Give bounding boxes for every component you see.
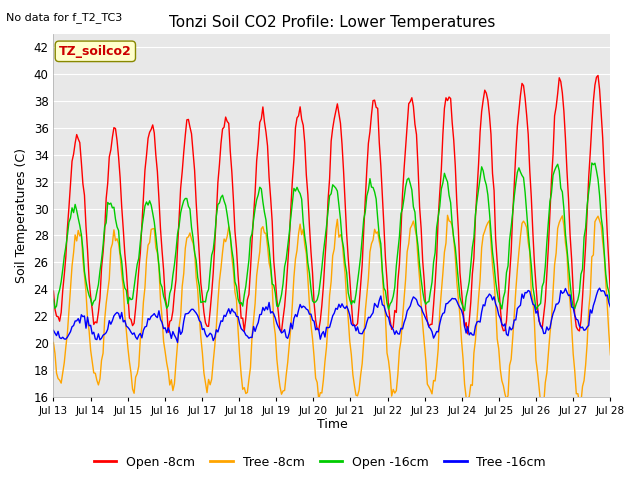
Title: Tonzi Soil CO2 Profile: Lower Temperatures: Tonzi Soil CO2 Profile: Lower Temperatur…	[169, 15, 495, 30]
Y-axis label: Soil Temperatures (C): Soil Temperatures (C)	[15, 148, 28, 283]
Text: No data for f_T2_TC3: No data for f_T2_TC3	[6, 12, 123, 23]
X-axis label: Time: Time	[317, 419, 348, 432]
Legend: Open -8cm, Tree -8cm, Open -16cm, Tree -16cm: Open -8cm, Tree -8cm, Open -16cm, Tree -…	[89, 451, 551, 474]
Text: TZ_soilco2: TZ_soilco2	[59, 45, 132, 58]
